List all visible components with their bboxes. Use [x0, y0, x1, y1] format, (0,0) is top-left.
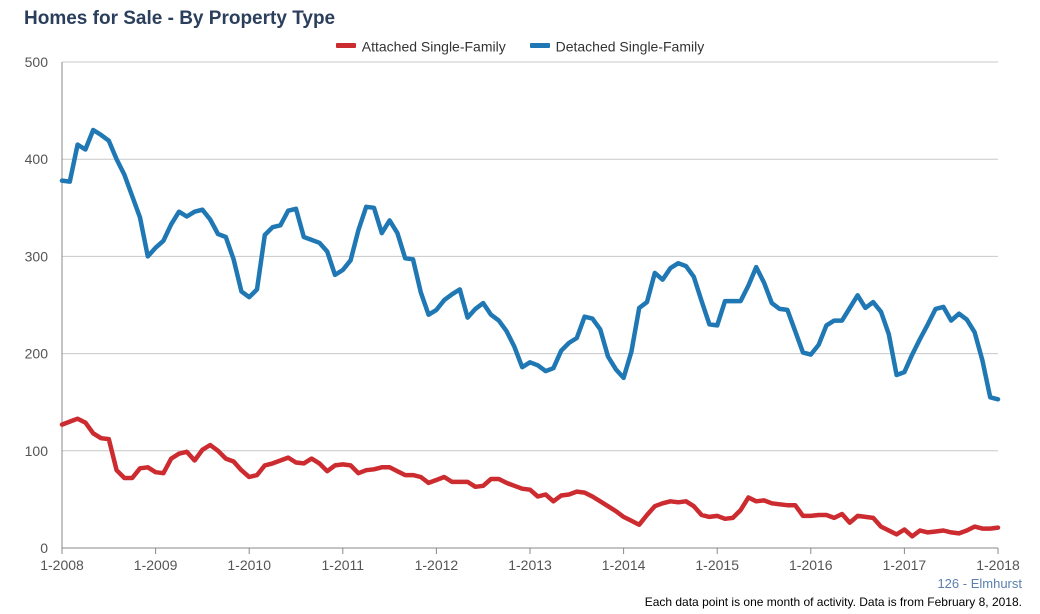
x-tick-label-1-2012: 1-2012 [415, 557, 459, 573]
source-label: 126 - Elmhurst [937, 576, 1022, 591]
x-tick-label-1-2014: 1-2014 [602, 557, 646, 573]
legend-item-detached[interactable]: Detached Single-Family [529, 37, 705, 54]
legend-label-detached: Detached Single-Family [555, 37, 705, 54]
x-tick-label-1-2011: 1-2011 [322, 557, 365, 573]
y-tick-label-400: 400 [25, 151, 49, 167]
x-tick-label-1-2017: 1-2017 [883, 557, 927, 573]
x-tick-label-1-2010: 1-2010 [227, 557, 271, 573]
legend-label-attached: Attached Single-Family [361, 37, 506, 54]
x-tick-label-1-2016: 1-2016 [789, 557, 833, 573]
series-line-detached [59, 127, 1001, 402]
x-tick-label-1-2009: 1-2009 [134, 557, 178, 573]
y-tick-label-200: 200 [25, 346, 49, 362]
y-tick-label-0: 0 [40, 540, 48, 556]
y-tick-label-100: 100 [25, 443, 49, 459]
x-tick-label-1-2008: 1-2008 [40, 557, 84, 573]
chart-legend: Attached Single-Family Detached Single-F… [0, 36, 1040, 54]
chart-title: Homes for Sale - By Property Type [24, 8, 336, 29]
series-line-attached [59, 416, 1001, 539]
legend-swatch-attached [335, 43, 356, 49]
y-tick-label-300: 300 [25, 248, 49, 264]
x-tick-label-1-2015: 1-2015 [695, 557, 739, 573]
legend-swatch-detached [529, 43, 550, 49]
x-tick-label-1-2013: 1-2013 [508, 557, 552, 573]
legend-item-attached[interactable]: Attached Single-Family [335, 37, 506, 54]
x-tick-label-1-2018: 1-2018 [976, 557, 1020, 573]
y-tick-label-500: 500 [25, 54, 49, 70]
footnote: Each data point is one month of activity… [644, 595, 1022, 609]
